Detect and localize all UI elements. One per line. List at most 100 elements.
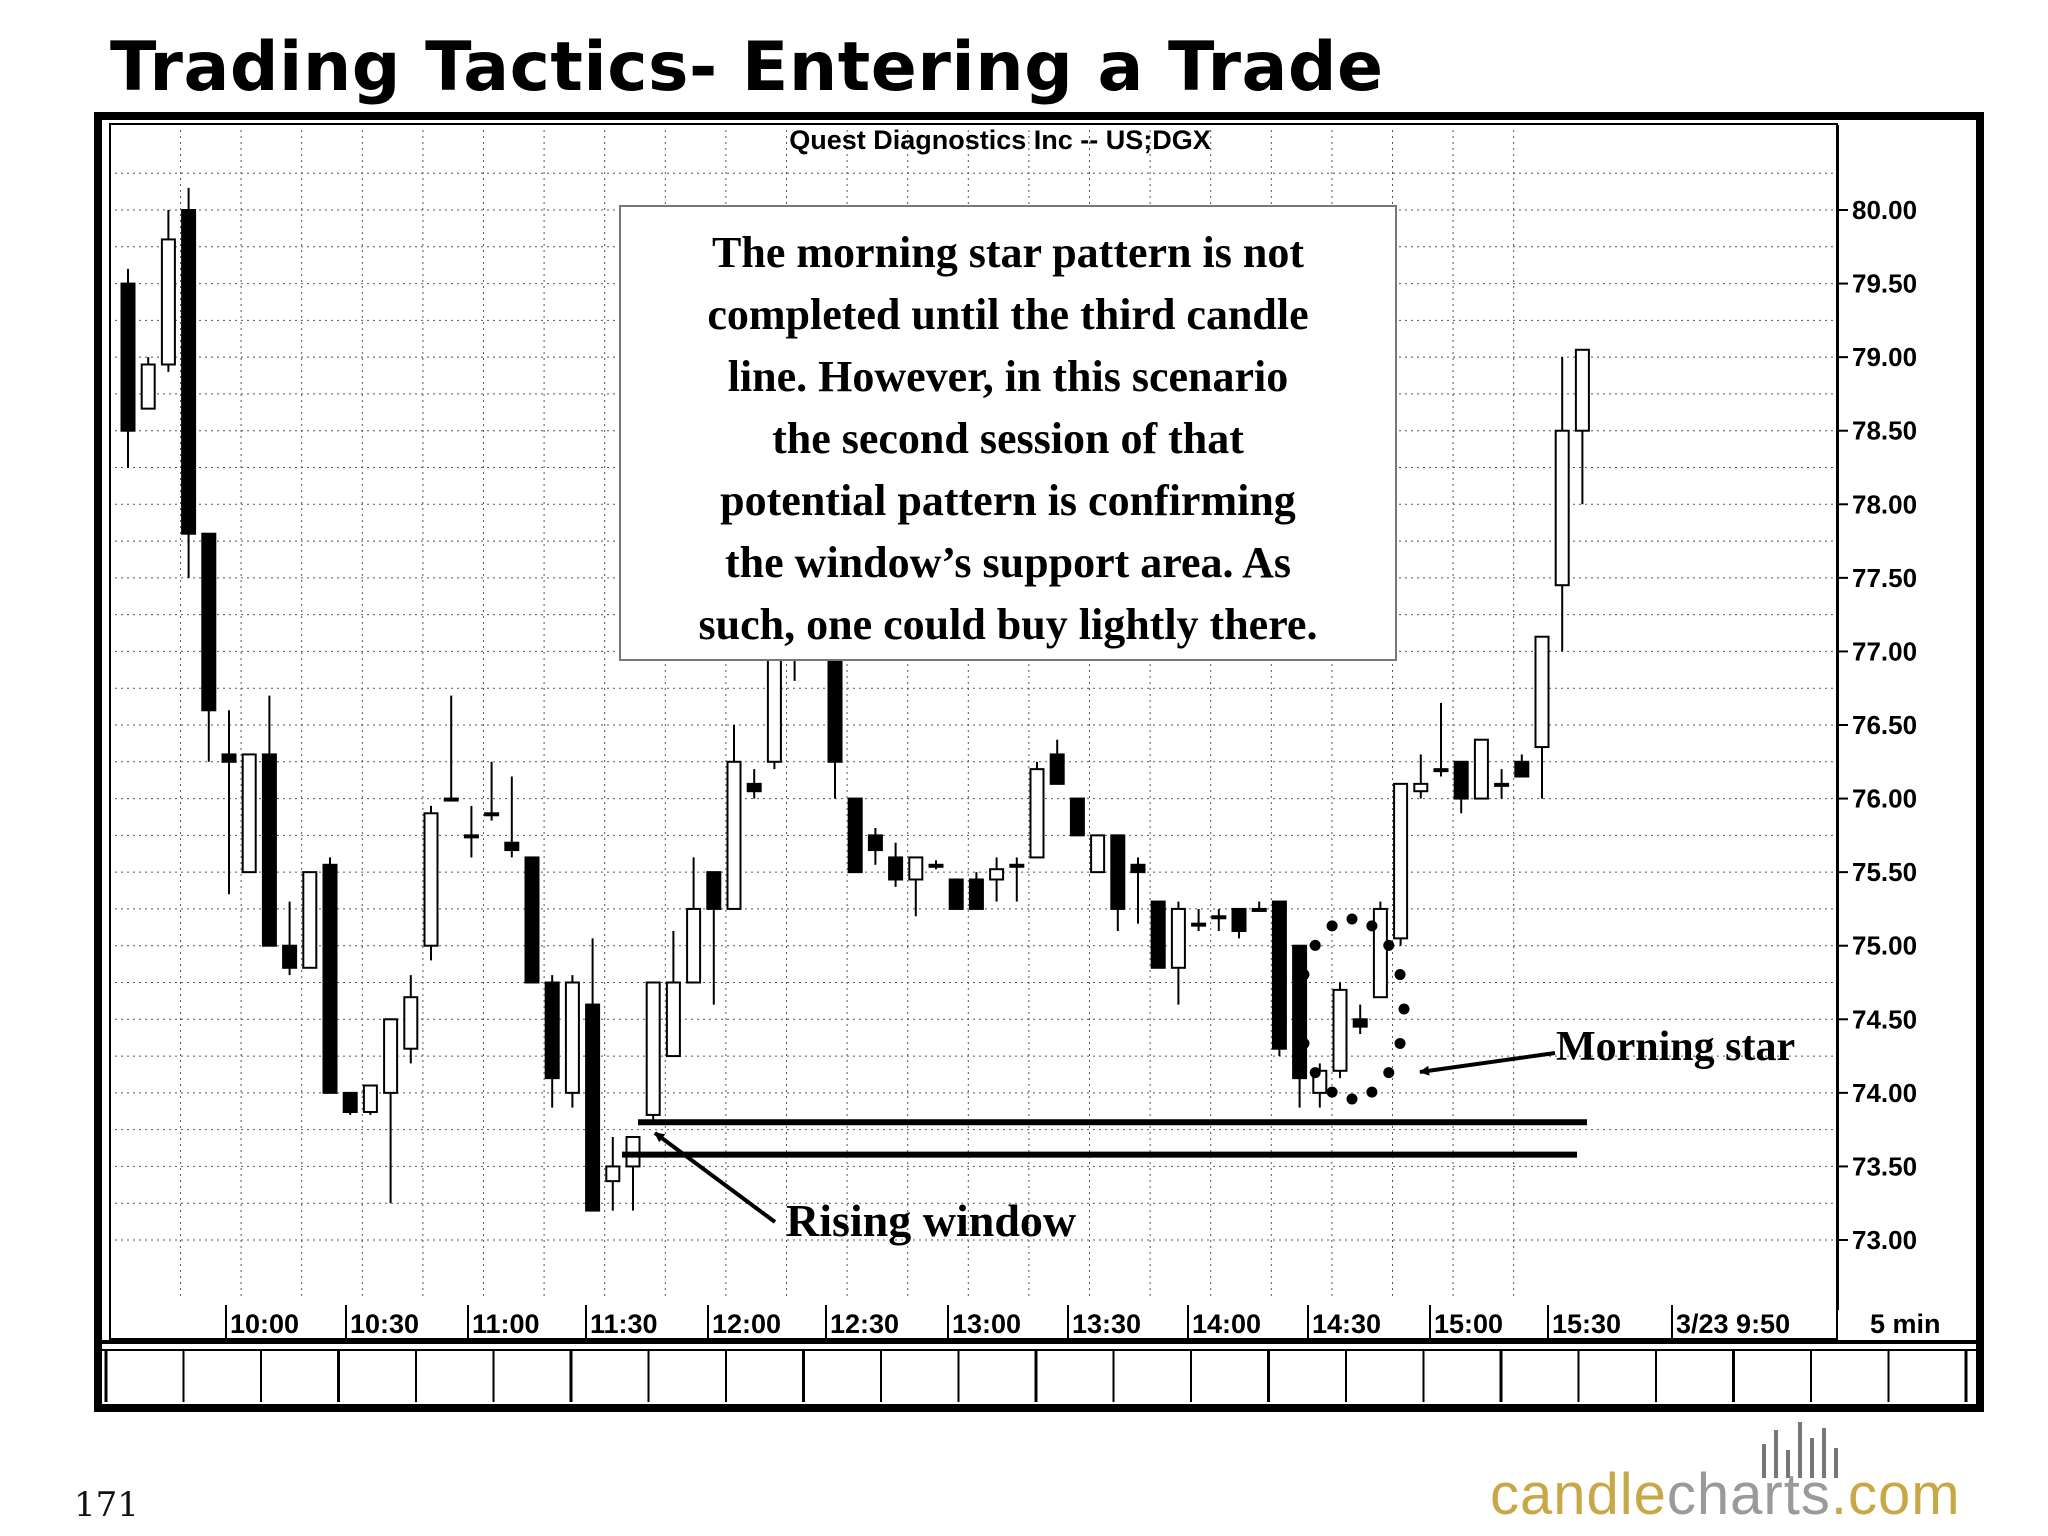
candle-body-bullish [645,981,661,1116]
candle-body-bullish [383,1018,399,1094]
x-tick-label: 10:00 [230,1309,299,1339]
candle [322,857,338,1094]
candle-body-bearish [120,282,136,432]
candle-body-bearish [968,878,984,910]
candle [928,860,944,870]
candle-body-bullish [665,981,681,1058]
candle-body-bearish [1453,760,1469,800]
candle [403,975,419,1064]
candle-body-bearish [322,863,338,1094]
y-tick-label: 74.50 [1852,1004,1917,1034]
morning-star-dot [1298,1037,1310,1049]
candle-body-bullish [1251,907,1267,912]
candle-body-bullish [1029,768,1045,859]
candle [1211,908,1227,931]
morning-star-dot [1394,1037,1406,1049]
y-tick-label: 75.00 [1852,931,1917,961]
candle [847,797,863,874]
candle-body-bullish [484,812,500,817]
y-tick-label: 77.00 [1852,636,1917,666]
candle-body-bullish [686,907,702,984]
logo-part-1: candle [1490,1462,1667,1527]
candle [888,842,904,887]
candle-body-bearish [1110,834,1126,910]
candle [1393,782,1409,946]
candle-body-bearish [1130,863,1146,874]
morning-star-dot [1383,1067,1395,1079]
y-tick-label: 80.00 [1852,195,1917,225]
candle-body-bullish [1473,738,1489,800]
candle [1231,907,1247,939]
y-tick-label: 76.00 [1852,784,1917,814]
candle [1372,901,1388,999]
x-tick-label: 15:30 [1552,1309,1621,1339]
candle-body-bearish [888,856,904,881]
candle-body-bullish [928,863,944,868]
morning-star-dot [1398,1003,1410,1015]
candle [140,357,156,410]
candle [1049,739,1065,785]
morning-star-dot [1294,1003,1306,1015]
candle [463,805,479,858]
x-tick-label: 13:30 [1072,1309,1141,1339]
x-tick-label: 12:30 [830,1309,899,1339]
page-number: 171 [74,1485,139,1525]
candle [1110,834,1126,931]
rising-window-label: Rising window [786,1195,1076,1246]
slide-title: Trading Tactics- Entering a Trade [110,28,1384,107]
candle-body-bullish [1534,635,1550,749]
y-tick-label: 78.50 [1852,416,1917,446]
candle [1009,857,1025,902]
candle [605,1137,621,1211]
candle [1554,357,1570,652]
candle-body-bullish [1332,988,1348,1072]
candle-body-bullish [160,238,176,366]
candle [1574,348,1590,505]
candle-body-bullish [403,996,419,1050]
annotation-text-line: The morning star pattern is not [712,228,1304,277]
logo-wordmark: candlecharts.com [1490,1461,1961,1528]
y-tick-label: 73.00 [1852,1225,1917,1255]
candle [726,725,742,910]
candle-body-bearish [867,834,883,852]
candle-body-bullish [726,760,742,910]
interval-label: 5 min [1870,1309,1941,1339]
candle [201,532,217,762]
morning-star-dot [1346,913,1358,925]
candle-body-bearish [282,944,298,969]
candle-body-bearish [1150,900,1166,969]
candle-body-bullish [908,856,924,881]
candle-body-bullish [443,797,459,802]
candle-body-bearish [1514,760,1530,778]
candle-body-bullish [1393,782,1409,940]
candle-body-bearish [746,782,762,793]
candle [989,857,1005,902]
candle-body-bullish [362,1084,378,1113]
candle [120,268,136,468]
morning-star-dot [1366,920,1378,932]
x-tick-label: 11:30 [590,1309,658,1339]
candle-body-bearish [847,797,863,874]
x-tick-label: 3/23 9:50 [1676,1309,1790,1339]
candle-body-bullish [1090,834,1106,874]
y-tick-label: 74.00 [1852,1078,1917,1108]
candle [1271,900,1287,1057]
candle [1494,769,1510,799]
candle [585,938,601,1212]
candle [504,776,520,858]
candle [1251,901,1267,912]
candle-body-bearish [261,753,277,947]
x-tick-label: 14:00 [1192,1309,1261,1339]
annotation-text-line: the second session of that [772,414,1244,463]
rising-window-arrow [653,1131,777,1224]
candle-body-bearish [1271,900,1287,1050]
y-tick-label: 79.00 [1852,342,1917,372]
candle [1534,635,1550,799]
candle [160,210,176,372]
candle-body-bullish [1433,768,1449,773]
logo-part-3: .com [1830,1462,1961,1527]
morning-star-dot [1309,1067,1321,1079]
x-tick-label: 14:30 [1312,1309,1381,1339]
morning-star-dot [1394,969,1406,981]
